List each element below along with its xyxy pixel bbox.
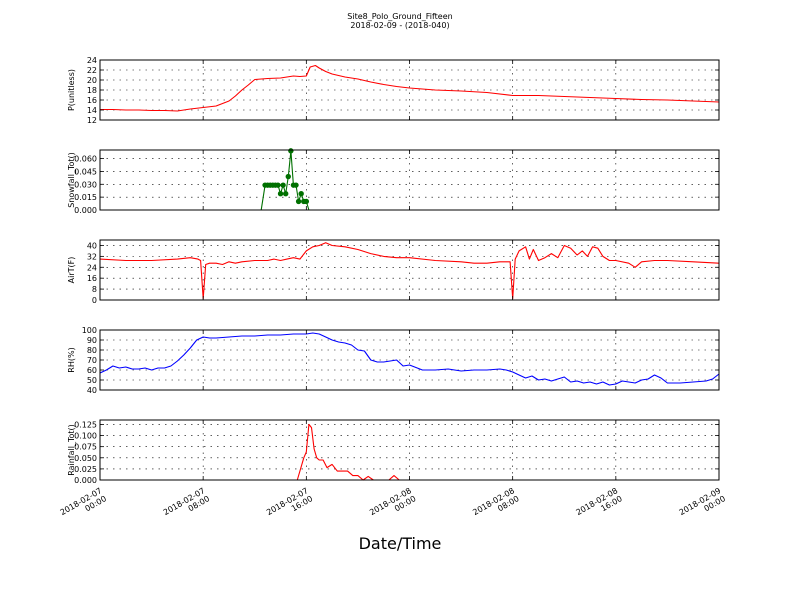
y-tick-label: 24 — [87, 56, 97, 65]
axes-frame — [99, 419, 720, 481]
subplot-4: 0.000 0.025 0.050 0.075 0.100 0.125Rainfall_T… — [67, 419, 720, 485]
data-point — [275, 182, 281, 188]
y-axis-label: Snowfall_Tot() — [67, 152, 76, 208]
y-tick-label: 0.025 — [74, 465, 97, 474]
x-tick-label: 2018-02-0900:00 — [678, 486, 727, 525]
axes-frame — [99, 59, 720, 121]
y-tick-label: 60 — [87, 366, 97, 375]
series-line-0 — [100, 150, 719, 211]
x-tick-label: 2018-02-0800:00 — [368, 486, 417, 525]
y-tick-label: 22 — [87, 66, 97, 75]
y-tick-label: 8 — [92, 285, 97, 294]
data-point — [295, 198, 302, 205]
y-tick-label: 0.050 — [74, 454, 97, 463]
x-tick-label: 2018-02-0700:00 — [59, 486, 108, 525]
y-tick-label: 40 — [87, 386, 97, 395]
data-point — [288, 148, 294, 154]
y-tick-label: 12 — [87, 116, 97, 125]
data-point — [303, 198, 310, 205]
y-axis-label: Rainfall_Tot() — [67, 424, 76, 476]
chart-subtitle: 2018-02-09 - (2018-040) — [350, 21, 450, 30]
y-tick-label: 16 — [87, 96, 97, 105]
axes-frame — [99, 239, 720, 301]
y-tick-label: 0 — [92, 296, 97, 305]
axes-frame — [99, 329, 720, 391]
y-tick-label: 20 — [87, 76, 97, 85]
y-axis-label: P(unitless) — [67, 69, 76, 111]
y-tick-label: 0.045 — [74, 167, 97, 176]
y-tick-label: 16 — [87, 274, 97, 283]
y-tick-label: 14 — [87, 106, 97, 115]
y-tick-label: 80 — [87, 346, 97, 355]
x-tick-label: 2018-02-0708:00 — [162, 486, 211, 525]
y-tick-label: 18 — [87, 86, 97, 95]
y-tick-label: 100 — [82, 326, 97, 335]
chart-title: Site8_Polo_Ground_Fifteen — [347, 12, 453, 21]
y-tick-label: 0.000 — [74, 476, 97, 485]
y-tick-label: 24 — [87, 263, 97, 272]
data-point — [277, 191, 284, 197]
y-axis-label: RH(%) — [67, 347, 76, 372]
y-tick-label: 70 — [87, 356, 97, 365]
data-point — [280, 182, 286, 188]
y-tick-label: 0.125 — [74, 420, 97, 429]
x-axis-label: Date/Time — [358, 534, 442, 553]
y-tick-label: 0.075 — [74, 443, 97, 452]
subplot-2: 0 8 16 24 32 40 AirT(F) — [67, 239, 720, 305]
y-tick-label: 0.030 — [74, 180, 97, 189]
y-tick-label: 0.100 — [74, 432, 97, 441]
y-tick-label: 50 — [87, 376, 97, 385]
y-tick-label: 0.000 — [74, 206, 97, 215]
data-point — [285, 173, 291, 180]
series-line-0 — [100, 64, 720, 112]
series-line-0 — [99, 332, 720, 386]
x-tick-label: 2018-02-0716:00 — [265, 486, 314, 525]
axes-frame — [99, 149, 720, 211]
data-point — [298, 191, 304, 197]
y-tick-label: 32 — [87, 252, 97, 261]
series-line-0 — [100, 423, 719, 481]
y-tick-label: 90 — [87, 336, 97, 345]
x-tick-label: 2018-02-0808:00 — [471, 486, 520, 525]
x-tick-label: 2018-02-0816:00 — [574, 486, 623, 525]
y-tick-label: 0.060 — [74, 155, 97, 164]
y-tick-label: 40 — [87, 241, 97, 250]
series-line-0 — [99, 242, 720, 300]
data-point — [293, 182, 299, 188]
y-tick-label: 0.015 — [74, 193, 97, 202]
y-axis-label: AirT(F) — [67, 257, 76, 284]
data-point — [283, 191, 289, 197]
